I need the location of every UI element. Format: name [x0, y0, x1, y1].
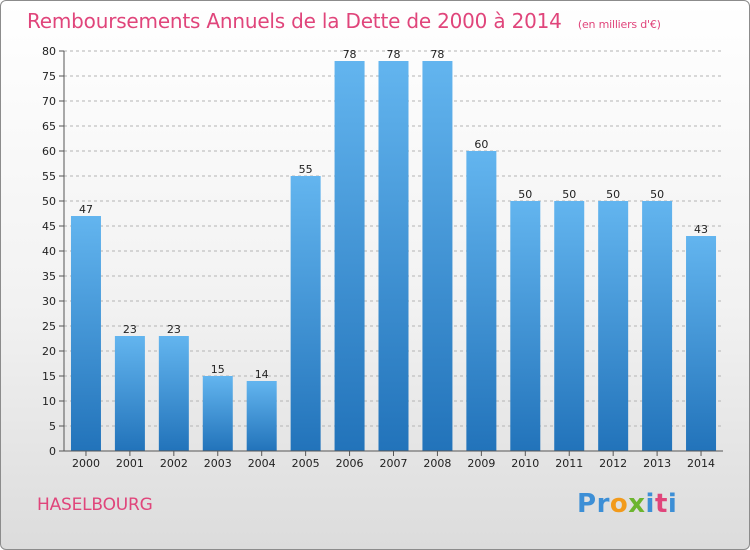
x-tick-label: 2013: [643, 457, 671, 470]
logo-letter: i: [645, 489, 655, 519]
data-label: 15: [211, 363, 225, 376]
data-label: 78: [430, 48, 444, 61]
x-tick-label: 2002: [160, 457, 188, 470]
city-name: HASELBOURG: [37, 495, 153, 515]
data-label: 50: [650, 188, 664, 201]
y-tick-label: 80: [42, 45, 56, 58]
x-tick-label: 2006: [336, 457, 364, 470]
bar: [158, 336, 189, 451]
bar: [290, 176, 321, 451]
y-tick-label: 45: [42, 220, 56, 233]
x-tick-label: 2014: [687, 457, 715, 470]
data-label: 23: [167, 323, 181, 336]
x-tick-label: 2007: [380, 457, 408, 470]
axes: 0 5 10 15 20 25 30 35 40 45 50 55 60 65 70 75 80 47 2000 23…: [42, 45, 723, 470]
data-label: 78: [343, 48, 357, 61]
logo-letter: x: [628, 489, 646, 519]
x-tick-label: 2004: [248, 457, 276, 470]
data-label: 55: [299, 163, 313, 176]
data-label: 23: [123, 323, 137, 336]
y-tick-label: 15: [42, 370, 56, 383]
logo-letter: o: [609, 489, 629, 519]
y-tick-label: 70: [42, 95, 56, 108]
x-tick-label: 2008: [423, 457, 451, 470]
bar: [686, 236, 717, 451]
bar: [378, 61, 409, 451]
bars: [70, 61, 717, 451]
proxiti-logo: Proxiti: [577, 489, 677, 519]
bar: [642, 201, 673, 451]
data-label: 14: [255, 368, 269, 381]
bar: [202, 376, 233, 451]
y-tick-label: 0: [49, 445, 56, 458]
y-tick-label: 65: [42, 120, 56, 133]
x-tick-label: 2001: [116, 457, 144, 470]
bar: [466, 151, 497, 451]
bar: [554, 201, 585, 451]
y-tick-label: 50: [42, 195, 56, 208]
y-tick-label: 10: [42, 395, 56, 408]
y-tick-label: 20: [42, 345, 56, 358]
y-tick-label: 55: [42, 170, 56, 183]
x-tick-label: 2010: [511, 457, 539, 470]
data-label: 50: [562, 188, 576, 201]
x-tick-label: 2009: [467, 457, 495, 470]
y-tick-label: 40: [42, 245, 56, 258]
data-label: 50: [518, 188, 532, 201]
x-tick-label: 2011: [555, 457, 583, 470]
x-tick-label: 2005: [292, 457, 320, 470]
bar: [70, 216, 101, 451]
data-label: 47: [79, 203, 93, 216]
data-label: 43: [694, 223, 708, 236]
y-tick-label: 5: [49, 420, 56, 433]
chart-title-text: Remboursements Annuels de la Dette de 20…: [27, 9, 562, 33]
y-tick-label: 60: [42, 145, 56, 158]
bar: [246, 381, 277, 451]
y-tick-label: 25: [42, 320, 56, 333]
y-tick-label: 30: [42, 295, 56, 308]
data-label: 60: [474, 138, 488, 151]
logo-letter: r: [596, 489, 610, 519]
logo-letter: P: [577, 489, 597, 519]
x-tick-label: 2012: [599, 457, 627, 470]
data-label: 50: [606, 188, 620, 201]
logo-letter: i: [667, 489, 678, 519]
data-label: 78: [387, 48, 401, 61]
bar: [114, 336, 145, 451]
x-tick-label: 2003: [204, 457, 232, 470]
bar: [422, 61, 453, 451]
logo-letter: t: [654, 489, 668, 519]
bar: [598, 201, 629, 451]
bar: [510, 201, 541, 451]
x-tick-label: 2000: [72, 457, 100, 470]
chart-title: Remboursements Annuels de la Dette de 20…: [27, 9, 661, 33]
chart-subtitle: (en milliers d'€): [577, 18, 661, 31]
y-tick-label: 35: [42, 270, 56, 283]
bar: [334, 61, 365, 451]
y-tick-label: 75: [42, 70, 56, 83]
